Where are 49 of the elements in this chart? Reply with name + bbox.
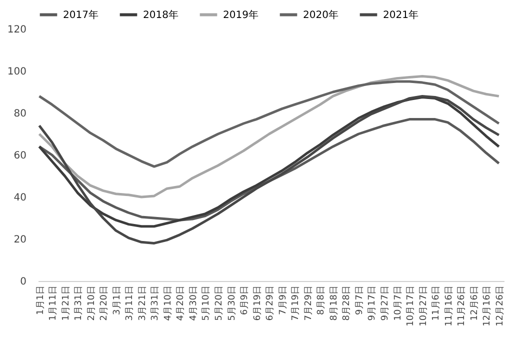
x-tick-label: 4月30日 [188, 286, 199, 321]
x-tick-label: 3月1日 [112, 286, 122, 315]
legend-label: 2019年 [223, 8, 258, 21]
x-tick-label: 11月26日 [457, 286, 468, 326]
x-tick-label: 1月11日 [48, 286, 59, 321]
y-tick-label: 40 [14, 192, 26, 204]
y-tick-label: 20 [14, 234, 26, 246]
y-tick-label: 80 [14, 108, 26, 120]
x-tick-label: 3月11日 [125, 286, 136, 321]
x-tick-label: 2月10日 [86, 286, 97, 321]
x-tick-label: 5月30日 [227, 286, 238, 321]
x-tick-label: 10月7日 [393, 286, 404, 321]
x-tick-label: 11月16日 [444, 286, 454, 326]
x-tick-label: 11月6日 [432, 286, 442, 321]
x-tick-label: 12月16日 [482, 286, 493, 326]
y-tick-label: 120 [7, 24, 26, 36]
x-tick-label: 12月26日 [495, 286, 506, 326]
x-tick-label: 1月21日 [61, 286, 72, 321]
x-tick-label: 8月28日 [342, 286, 352, 321]
x-tick-label: 1月31日 [74, 286, 84, 321]
legend-label: 2018年 [143, 8, 178, 21]
x-tick-label: 6月9日 [240, 286, 250, 315]
y-tick-label: 60 [14, 150, 26, 162]
x-tick-label: 8月8日 [316, 286, 327, 315]
x-tick-label: 5月20日 [214, 286, 225, 321]
x-tick-label: 4月10日 [163, 286, 174, 321]
x-tick-label: 4月20日 [176, 286, 186, 321]
x-tick-label: 7月9日 [278, 286, 288, 315]
legend-label: 2021年 [383, 8, 418, 21]
x-tick-label: 12月6日 [470, 286, 480, 321]
x-tick-label: 6月19日 [252, 286, 263, 321]
y-tick-label: 100 [7, 66, 26, 78]
x-tick-label: 9月17日 [368, 286, 378, 321]
legend-label: 2017年 [63, 8, 98, 21]
x-tick-label: 6月29日 [266, 286, 276, 321]
x-tick-label: 9月7日 [354, 286, 365, 315]
y-tick-label: 0 [20, 276, 26, 288]
x-tick-label: 7月19日 [291, 286, 302, 321]
x-tick-label: 5月10日 [202, 286, 212, 321]
x-tick-label: 7月29日 [304, 286, 314, 321]
legend-label: 2020年 [303, 8, 338, 21]
x-tick-label: 3月21日 [138, 286, 148, 321]
x-tick-label: 1月1日 [36, 286, 46, 315]
x-tick-label: 3月31日 [150, 286, 161, 321]
x-tick-label: 8月18日 [329, 286, 340, 321]
x-tick-label: 10月27日 [418, 286, 429, 326]
x-tick-label: 2月20日 [100, 286, 110, 321]
x-tick-label: 9月27日 [380, 286, 390, 321]
x-tick-label: 10月17日 [406, 286, 416, 326]
